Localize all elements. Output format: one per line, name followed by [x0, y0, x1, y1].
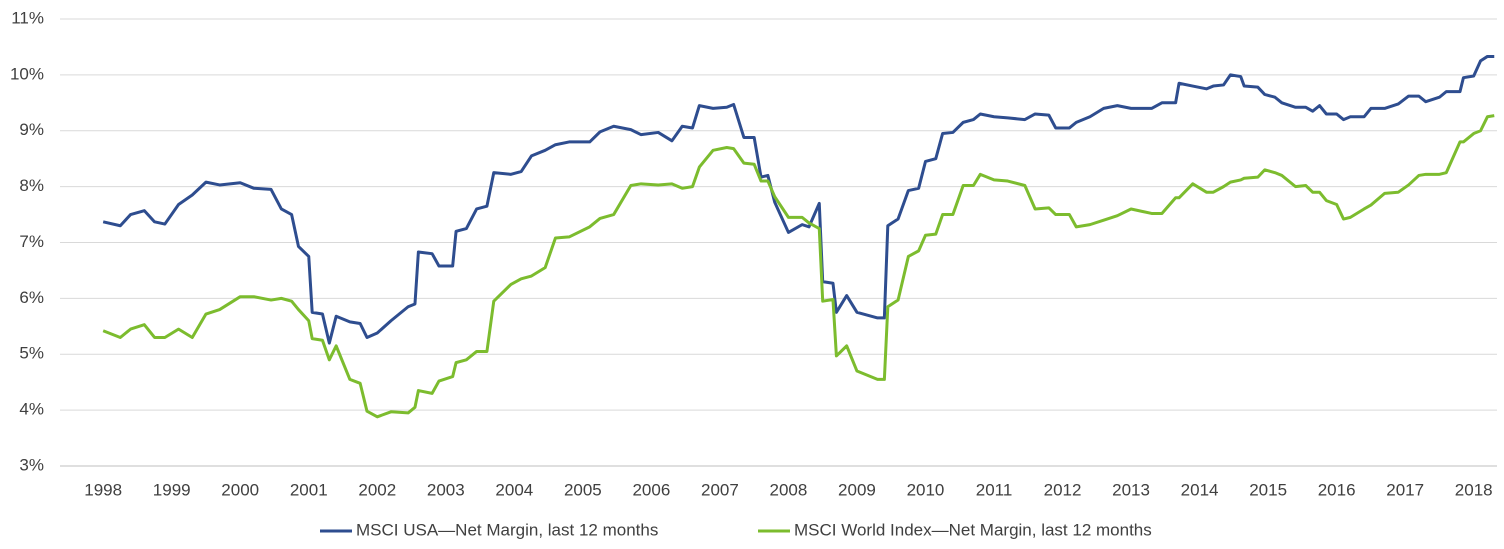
x-tick-label: 2014	[1181, 480, 1219, 499]
x-tick-label: 2017	[1386, 480, 1424, 499]
x-tick-label: 2001	[290, 480, 328, 499]
y-tick-label: 9%	[19, 120, 44, 139]
x-tick-label: 1999	[153, 480, 191, 499]
y-tick-label: 7%	[19, 232, 44, 251]
x-tick-label: 2003	[427, 480, 465, 499]
x-tick-label: 2000	[221, 480, 259, 499]
legend-label: MSCI World Index—Net Margin, last 12 mon…	[794, 520, 1152, 539]
y-tick-label: 10%	[10, 64, 44, 83]
x-tick-label: 2008	[770, 480, 808, 499]
y-tick-label: 8%	[19, 176, 44, 195]
y-tick-label: 6%	[19, 288, 44, 307]
x-tick-label: 2012	[1044, 480, 1082, 499]
x-tick-label: 2011	[976, 480, 1013, 499]
x-tick-label: 2005	[564, 480, 602, 499]
y-tick-label: 5%	[19, 344, 44, 363]
x-tick-label: 2015	[1249, 480, 1287, 499]
x-tick-label: 2006	[632, 480, 670, 499]
x-tick-label: 2002	[358, 480, 396, 499]
x-tick-label: 2009	[838, 480, 876, 499]
x-tick-label: 2016	[1318, 480, 1356, 499]
x-tick-label: 2010	[907, 480, 945, 499]
x-tick-label: 2007	[701, 480, 739, 499]
x-tick-label: 1998	[84, 480, 122, 499]
x-tick-label: 2018	[1455, 480, 1493, 499]
x-tick-label: 2004	[495, 480, 533, 499]
line-series	[102, 54, 1495, 345]
x-tick-label: 2013	[1112, 480, 1150, 499]
y-tick-label: 11%	[11, 8, 44, 27]
y-tick-label: 4%	[19, 400, 44, 419]
y-tick-label: 3%	[19, 455, 44, 474]
legend-label: MSCI USA—Net Margin, last 12 months	[356, 520, 658, 539]
line-series	[102, 114, 1495, 419]
